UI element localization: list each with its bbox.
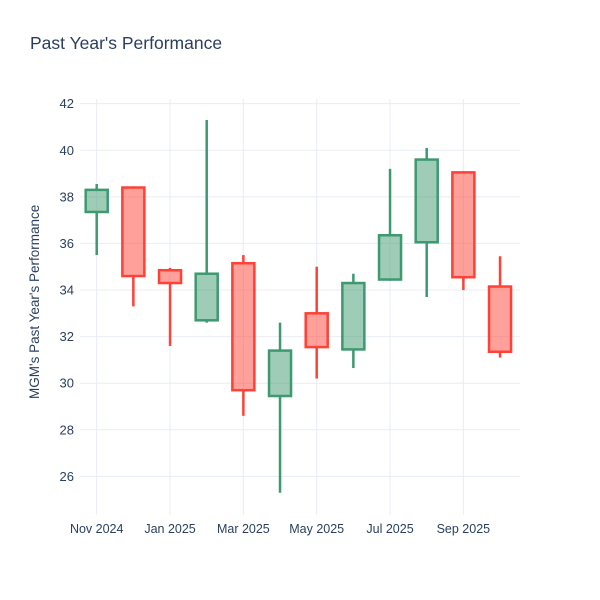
y-tick-label: 28 <box>60 422 74 437</box>
y-tick-label: 26 <box>60 469 74 484</box>
candle-body-dec-2024 <box>121 186 146 278</box>
y-tick-label: 32 <box>60 329 74 344</box>
y-tick-label: 30 <box>60 376 74 391</box>
chart-title: Past Year's Performance <box>30 33 223 53</box>
y-tick-label: 36 <box>60 236 74 251</box>
x-tick-label: Jul 2025 <box>366 522 413 536</box>
y-tick-label: 34 <box>60 283 74 298</box>
x-tick-label: Mar 2025 <box>217 522 270 536</box>
candle-body-jun-2025 <box>341 281 366 351</box>
x-tick-label: May 2025 <box>289 522 344 536</box>
candle-body-feb-2025 <box>194 272 219 322</box>
x-tick-label: Jan 2025 <box>144 522 195 536</box>
candle-body-may-2025 <box>304 312 329 349</box>
candle-body-jan-2025 <box>157 268 183 285</box>
candle-body-mar-2025 <box>231 261 256 392</box>
candle-body-sep-2025 <box>451 171 476 279</box>
x-tick-label: Nov 2024 <box>70 522 124 536</box>
y-tick-label: 42 <box>60 96 74 111</box>
candle-body-apr-2025 <box>267 349 293 398</box>
candle-body-oct-2025 <box>487 285 513 354</box>
y-tick-label: 40 <box>60 143 74 158</box>
x-tick-label: Sep 2025 <box>437 522 491 536</box>
candle-body-nov-2024 <box>84 188 109 214</box>
candle-body-jul-2025 <box>377 234 403 281</box>
y-tick-label: 38 <box>60 189 74 204</box>
candle-body-aug-2025 <box>414 158 439 244</box>
